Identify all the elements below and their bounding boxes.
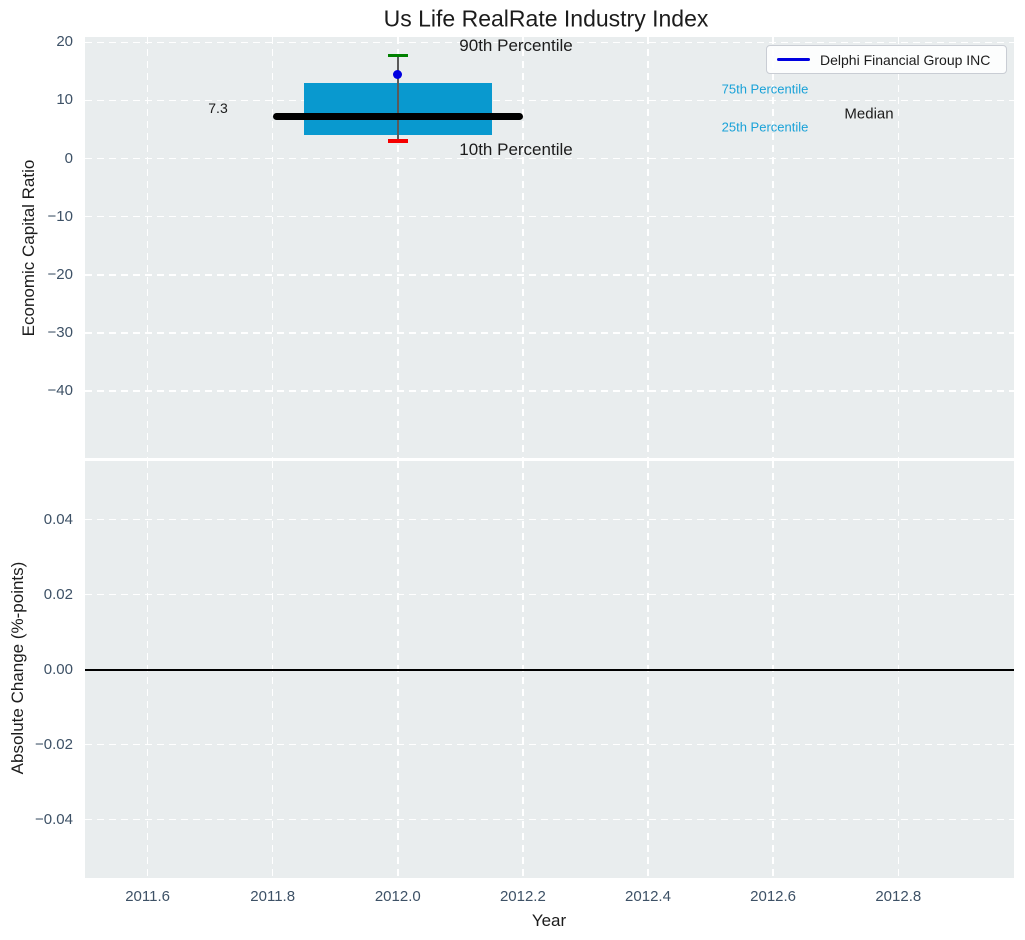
annotation-p10: 10th Percentile — [459, 140, 573, 159]
gridline-vertical — [647, 37, 649, 458]
zero-line — [85, 668, 1014, 671]
y-tick-label: 0.00 — [43, 660, 73, 678]
x-tick-label: 2012.4 — [625, 888, 671, 905]
annotation-median: Median — [844, 105, 894, 123]
whisker-line — [397, 55, 399, 142]
gridline-vertical — [897, 37, 899, 458]
y-tick-label: 0.02 — [43, 585, 73, 603]
y-tick-label: −20 — [47, 265, 73, 283]
gridline-horizontal — [85, 157, 1014, 160]
p10-whisker-cap — [387, 139, 408, 143]
gridline-vertical — [397, 37, 399, 458]
y-tick-label: −0.02 — [35, 735, 73, 753]
gridline-horizontal — [85, 518, 1014, 521]
company-marker — [393, 70, 403, 80]
y-tick-label: −40 — [47, 382, 73, 400]
y-tick-label: 20 — [56, 33, 73, 51]
x-tick-label: 2012.0 — [374, 888, 421, 905]
median-line — [272, 112, 523, 120]
annotation-median_value: 7.3 — [208, 100, 228, 116]
y-axis-label-top: Economic Capital Ratio — [19, 159, 38, 337]
gridline-vertical — [271, 37, 274, 458]
x-axis-label: Year — [531, 911, 567, 930]
top-plot-area — [85, 37, 1014, 458]
x-tick-label: 2012.6 — [750, 888, 797, 905]
y-tick-label: −0.04 — [35, 810, 73, 828]
gridline-horizontal — [85, 593, 1014, 596]
gridline-horizontal — [85, 390, 1014, 392]
annotation-p25: 25th Percentile — [721, 119, 809, 135]
legend-line-swatch — [777, 58, 810, 61]
x-tick-label: 2012.8 — [875, 888, 922, 905]
gridline-horizontal — [85, 41, 1014, 43]
gridline-vertical — [522, 37, 524, 458]
chart-title: Us Life RealRate Industry Index — [383, 5, 709, 32]
p90-whisker-cap — [387, 53, 408, 58]
bottom-plot-area — [85, 461, 1014, 878]
gridline-horizontal — [85, 215, 1014, 218]
gridline-horizontal — [85, 743, 1014, 746]
gridline-horizontal — [85, 332, 1014, 334]
legend-label: Delphi Financial Group INC — [820, 51, 991, 68]
y-tick-label: 10 — [56, 91, 73, 109]
y-tick-label: 0 — [64, 149, 73, 167]
y-tick-label: 0.04 — [43, 510, 73, 528]
gridline-horizontal — [85, 99, 1014, 102]
annotation-p75: 75th Percentile — [721, 81, 809, 97]
gridline-horizontal — [85, 818, 1014, 821]
x-tick-label: 2011.6 — [125, 888, 170, 905]
gridline-vertical — [146, 37, 149, 458]
gridline-vertical — [772, 37, 774, 458]
gridline-horizontal — [85, 274, 1014, 276]
annotation-p90: 90th Percentile — [459, 36, 573, 55]
legend: Delphi Financial Group INC — [766, 45, 1007, 74]
y-tick-label: −10 — [47, 207, 73, 225]
x-tick-label: 2012.2 — [499, 888, 546, 905]
x-tick-label: 2011.8 — [250, 888, 296, 905]
y-tick-label: −30 — [47, 324, 73, 341]
